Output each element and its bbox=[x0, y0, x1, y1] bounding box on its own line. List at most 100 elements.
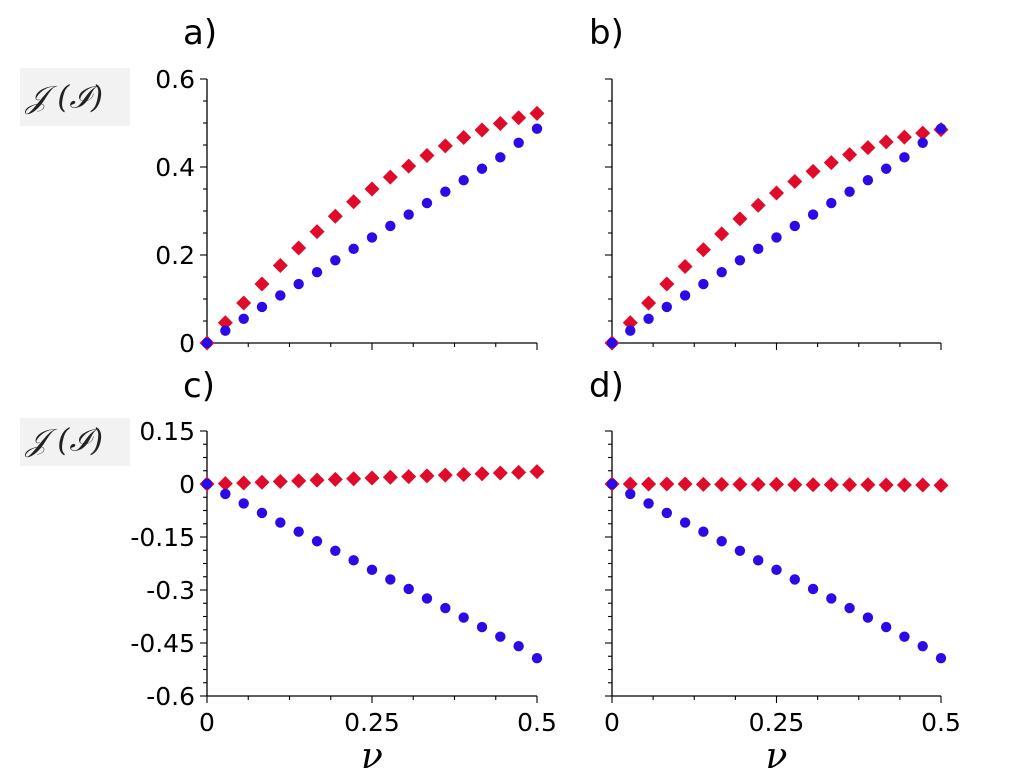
blue-circle-point bbox=[753, 243, 764, 255]
red-diamond-point bbox=[769, 185, 784, 201]
blue-circle-point bbox=[807, 583, 819, 595]
y-axis-label-box bbox=[20, 418, 130, 466]
red-diamond-point bbox=[933, 477, 949, 493]
blue-circle-point bbox=[606, 478, 618, 490]
red-diamond-point bbox=[511, 110, 527, 126]
red-diamond-point bbox=[915, 477, 931, 493]
red-diamond-point bbox=[291, 240, 307, 256]
blue-circle-point bbox=[513, 137, 524, 148]
blue-circle-point bbox=[348, 243, 359, 255]
blue-circle-point bbox=[844, 602, 855, 614]
blue-circle-point bbox=[643, 313, 654, 324]
blue-circle-point bbox=[256, 507, 268, 519]
blue-circle-point bbox=[476, 621, 488, 633]
red-diamond-point bbox=[641, 295, 657, 311]
blue-circle-point bbox=[366, 232, 378, 243]
red-diamond-point bbox=[236, 295, 252, 311]
red-diamond-point bbox=[529, 105, 545, 121]
red-diamond-point bbox=[622, 315, 638, 331]
red-diamond-point bbox=[805, 477, 821, 493]
blue-circle-point bbox=[698, 526, 709, 537]
red-diamond-point bbox=[327, 208, 343, 224]
panel-2: b) bbox=[589, 13, 949, 351]
y-axis-label-box bbox=[20, 68, 130, 126]
y-tick-label: 0.6 bbox=[155, 65, 195, 94]
red-diamond-point bbox=[364, 470, 380, 486]
blue-circle-point bbox=[935, 652, 947, 664]
blue-circle-point bbox=[421, 593, 433, 604]
blue-circle-point bbox=[366, 564, 378, 576]
red-diamond-point bbox=[236, 475, 252, 491]
y-tick-label: 0.4 bbox=[155, 153, 195, 182]
red-diamond-point bbox=[511, 464, 527, 480]
red-diamond-point bbox=[677, 476, 693, 492]
red-diamond-point bbox=[750, 476, 766, 492]
panel-label: c) bbox=[183, 366, 215, 406]
red-diamond-point bbox=[456, 466, 472, 482]
red-diamond-point bbox=[695, 242, 711, 258]
blue-circle-point bbox=[826, 593, 837, 604]
red-diamond-point bbox=[659, 476, 675, 492]
x-tick-label: 0 bbox=[604, 708, 620, 737]
blue-circle-point bbox=[661, 301, 673, 313]
blue-circle-point bbox=[789, 574, 800, 585]
blue-circle-point bbox=[679, 517, 691, 528]
red-diamond-point bbox=[529, 464, 545, 480]
red-diamond-point bbox=[492, 115, 508, 131]
y-tick-label: 0.15 bbox=[139, 417, 195, 446]
blue-circle-point bbox=[293, 278, 304, 290]
blue-circle-point bbox=[421, 197, 433, 209]
y-tick-label: -0.3 bbox=[146, 576, 195, 605]
red-diamond-point bbox=[805, 163, 821, 179]
blue-circle-point bbox=[862, 612, 874, 623]
blue-circle-point bbox=[330, 545, 341, 556]
blue-circle-point bbox=[385, 574, 396, 585]
red-diamond-point bbox=[714, 226, 730, 242]
red-diamond-point bbox=[419, 148, 435, 164]
blue-circle-point bbox=[440, 186, 451, 197]
blue-circle-point bbox=[716, 536, 727, 547]
panel-3: c)𝒥 (ℐ) 0.150-0.15-0.3-0.45-0.60 0.25 0.5ν bbox=[20, 366, 557, 777]
blue-circle-point bbox=[440, 602, 451, 614]
red-diamond-point bbox=[401, 158, 417, 174]
blue-circle-point bbox=[238, 313, 249, 324]
red-diamond-point bbox=[787, 477, 803, 493]
red-diamond-point bbox=[860, 140, 876, 156]
blue-circle-point bbox=[734, 255, 746, 266]
red-diamond-point bbox=[860, 477, 876, 493]
blue-circle-point bbox=[625, 325, 636, 336]
red-diamond-point bbox=[714, 476, 730, 492]
red-diamond-point bbox=[419, 468, 435, 484]
red-diamond-point bbox=[659, 276, 675, 292]
blue-circle-point bbox=[531, 123, 543, 134]
blue-circle-point bbox=[862, 175, 874, 186]
red-diamond-point bbox=[896, 129, 912, 145]
blue-circle-point bbox=[844, 186, 855, 197]
blue-circle-point bbox=[513, 640, 524, 652]
red-diamond-point bbox=[309, 224, 325, 240]
red-diamond-point bbox=[272, 258, 288, 274]
y-tick-label: -0.45 bbox=[130, 629, 195, 658]
blue-circle-point bbox=[220, 488, 231, 500]
blue-circle-point bbox=[531, 652, 543, 664]
blue-circle-point bbox=[698, 278, 709, 290]
red-diamond-point bbox=[346, 471, 362, 487]
x-axis-label: ν bbox=[361, 736, 383, 777]
red-diamond-point bbox=[915, 125, 931, 141]
blue-circle-point bbox=[311, 266, 323, 278]
blue-circle-point bbox=[495, 631, 506, 642]
red-diamond-point bbox=[437, 138, 453, 154]
red-diamond-point bbox=[896, 477, 912, 493]
x-tick-label: 0.25 bbox=[344, 708, 400, 737]
blue-circle-point bbox=[917, 640, 928, 652]
panel-label: a) bbox=[183, 13, 217, 53]
blue-circle-point bbox=[220, 325, 231, 336]
blue-circle-point bbox=[771, 232, 782, 243]
blue-circle-point bbox=[716, 266, 727, 278]
y-axis-label: 𝒥 (ℐ) bbox=[24, 423, 103, 459]
blue-circle-point bbox=[458, 175, 469, 186]
blue-circle-point bbox=[826, 197, 837, 209]
red-diamond-point bbox=[641, 476, 657, 492]
blue-circle-point bbox=[643, 498, 654, 509]
blue-circle-point bbox=[385, 220, 396, 232]
